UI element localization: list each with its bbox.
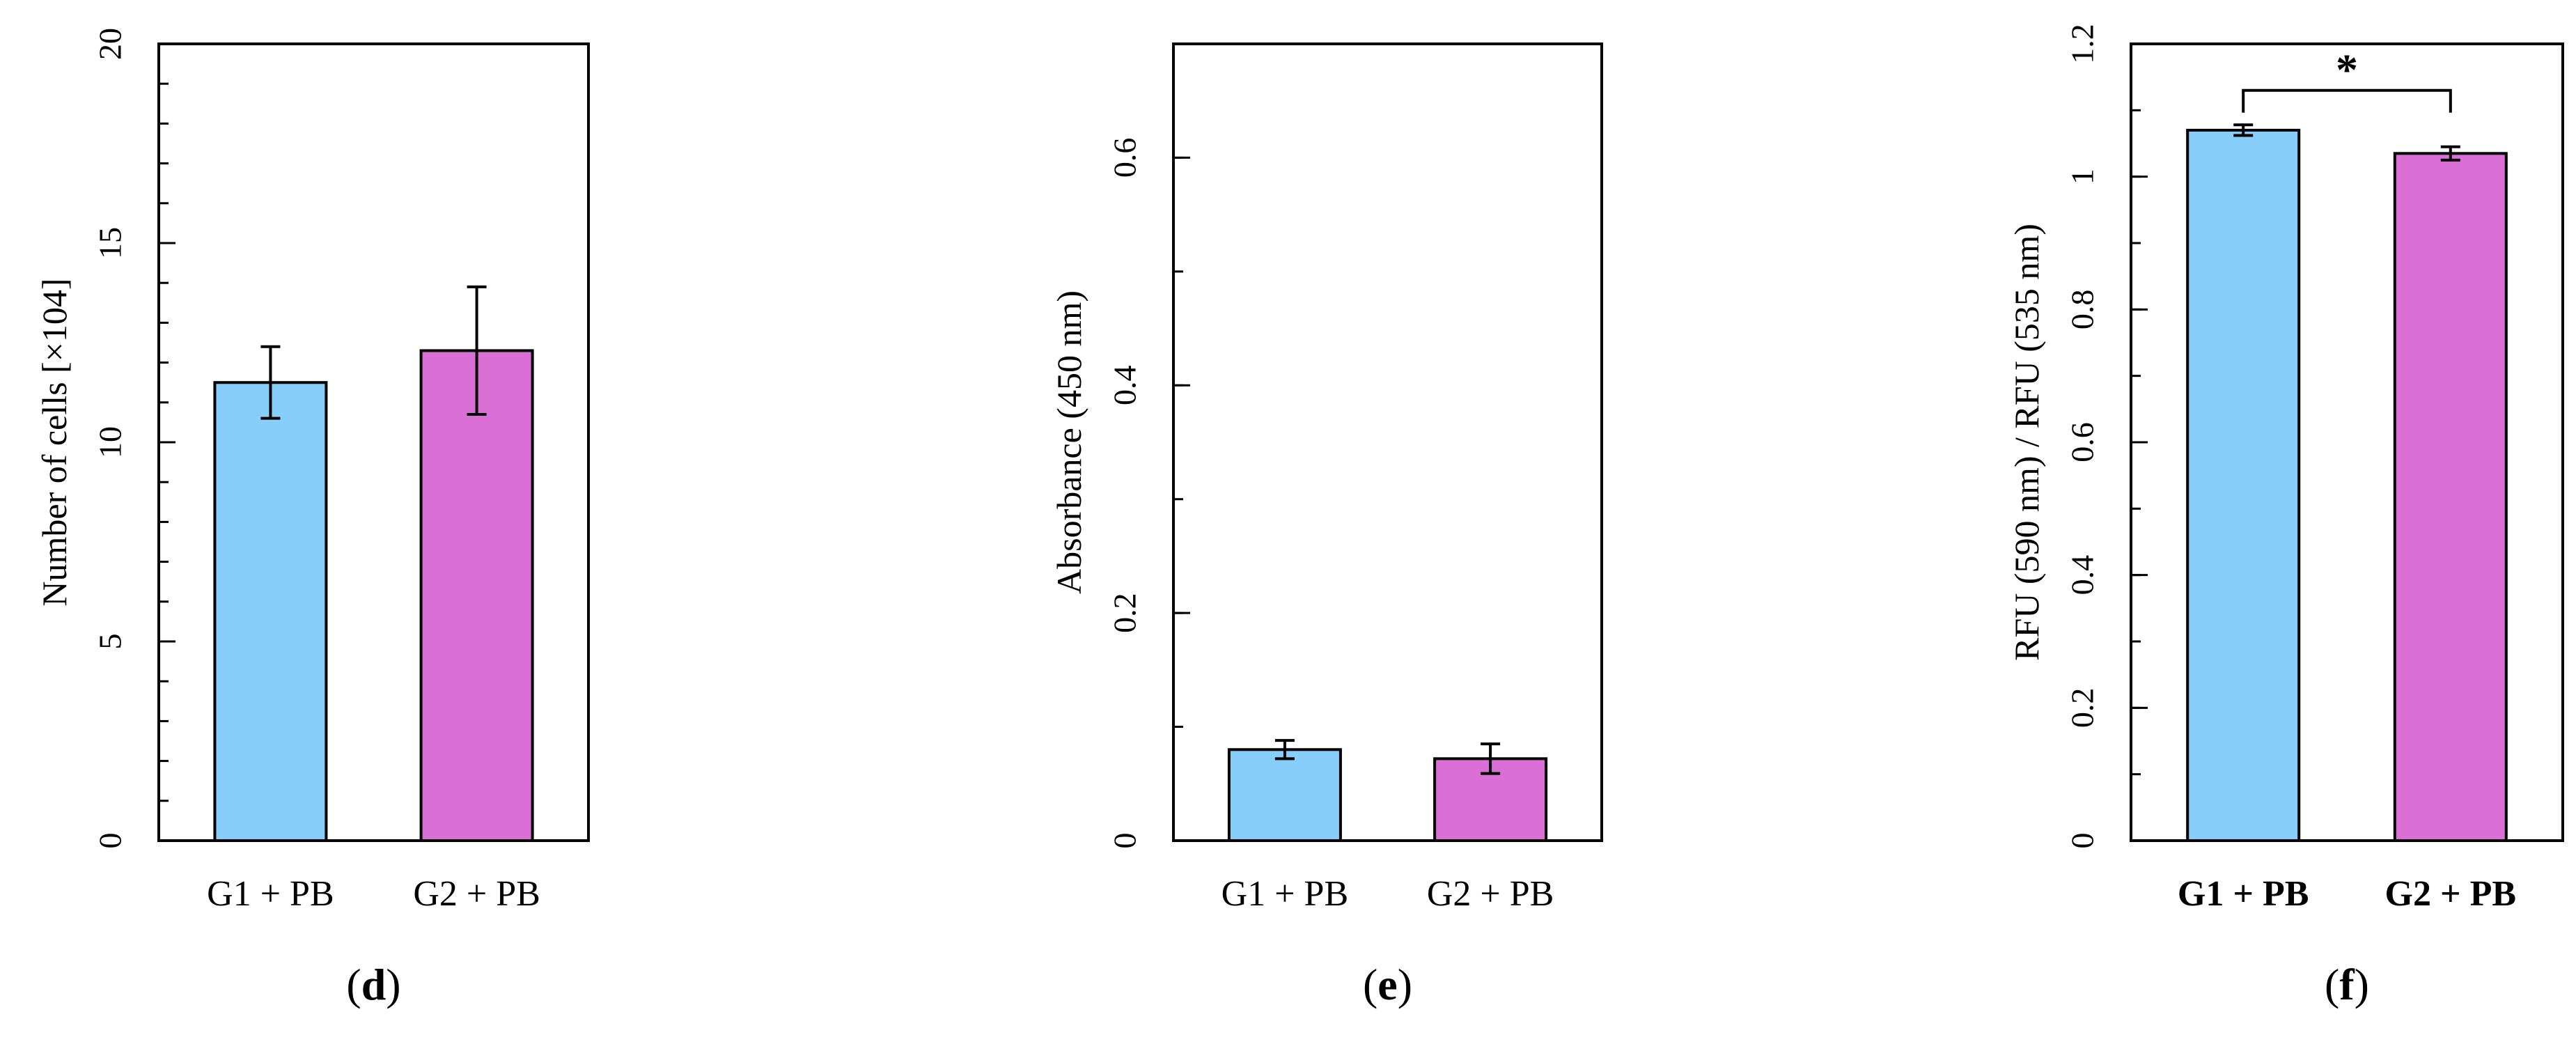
panel-label: (e) (1363, 960, 1412, 1009)
y-axis-title: RFU (590 nm) / RFU (535 nm) (2007, 224, 2046, 661)
y-tick-label: 0.4 (2065, 555, 2100, 595)
y-tick-label: 0.4 (1107, 366, 1143, 406)
panel-e-chart: 0 0.2 0.4 0.6 Absorbance (450 nm) G1 + PB G2 +… (1049, 42, 1603, 1009)
bar-1 (213, 381, 328, 842)
y-tick-label: 0.8 (2065, 290, 2100, 330)
y-tick-label: 1.2 (2065, 24, 2100, 64)
y-tick-label: 0 (93, 833, 128, 849)
bar-1 (1227, 748, 1342, 843)
panel-d-chart: 0 5 10 15 20 Number of cells [×104] G1 + PB G2 … (35, 28, 590, 1009)
panel-label: (f) (2325, 960, 2369, 1009)
panel-label-close: ) (386, 960, 400, 1009)
panel-label-letter: e (1377, 960, 1397, 1009)
panel-label-letter: d (361, 960, 387, 1009)
bar-1 (2186, 128, 2301, 842)
y-tick-label: 1 (2065, 169, 2100, 185)
y-tick-label: 0.2 (2065, 688, 2100, 728)
category-label: G1 + PB (1221, 874, 1348, 914)
category-label: G2 + PB (413, 874, 540, 914)
y-tick-label: 0 (1107, 833, 1143, 849)
y-axis-title: Number of cells [×104] (35, 278, 74, 606)
y-tick-label: 0.2 (1107, 593, 1143, 633)
y-tick-label: 0.6 (1107, 138, 1143, 178)
y-tick-label: 0.6 (2065, 422, 2100, 462)
y-tick-label: 0 (2065, 833, 2100, 849)
bar-2 (419, 349, 534, 842)
category-label: G2 + PB (2385, 874, 2517, 914)
panel-label-letter: f (2339, 960, 2355, 1009)
panel-label-open: ( (2325, 960, 2339, 1009)
panel-label-close: ) (2355, 960, 2369, 1009)
panel-label-open: ( (1363, 960, 1377, 1009)
bar-2 (2393, 152, 2508, 843)
y-tick-label: 10 (93, 426, 128, 458)
panel-f-chart: 0 0.2 0.4 0.6 0.8 1 1.2 RFU (590 nm) / RFU (535… (2007, 24, 2564, 1009)
y-tick-label: 20 (93, 28, 128, 60)
panel-label-open: ( (346, 960, 361, 1009)
panel-label: (d) (346, 960, 400, 1009)
category-label: G1 + PB (207, 874, 334, 914)
y-tick-label: 15 (93, 227, 128, 259)
category-label: G2 + PB (1427, 874, 1554, 914)
significance-star: * (2336, 45, 2358, 95)
y-axis-title: Absorbance (450 nm) (1049, 290, 1088, 594)
y-tick-label: 5 (93, 634, 128, 650)
panel-label-close: ) (1398, 960, 1412, 1009)
significance-bracket (2242, 88, 2452, 113)
category-label: G1 + PB (2178, 874, 2309, 914)
plot-frame (1172, 42, 1603, 842)
